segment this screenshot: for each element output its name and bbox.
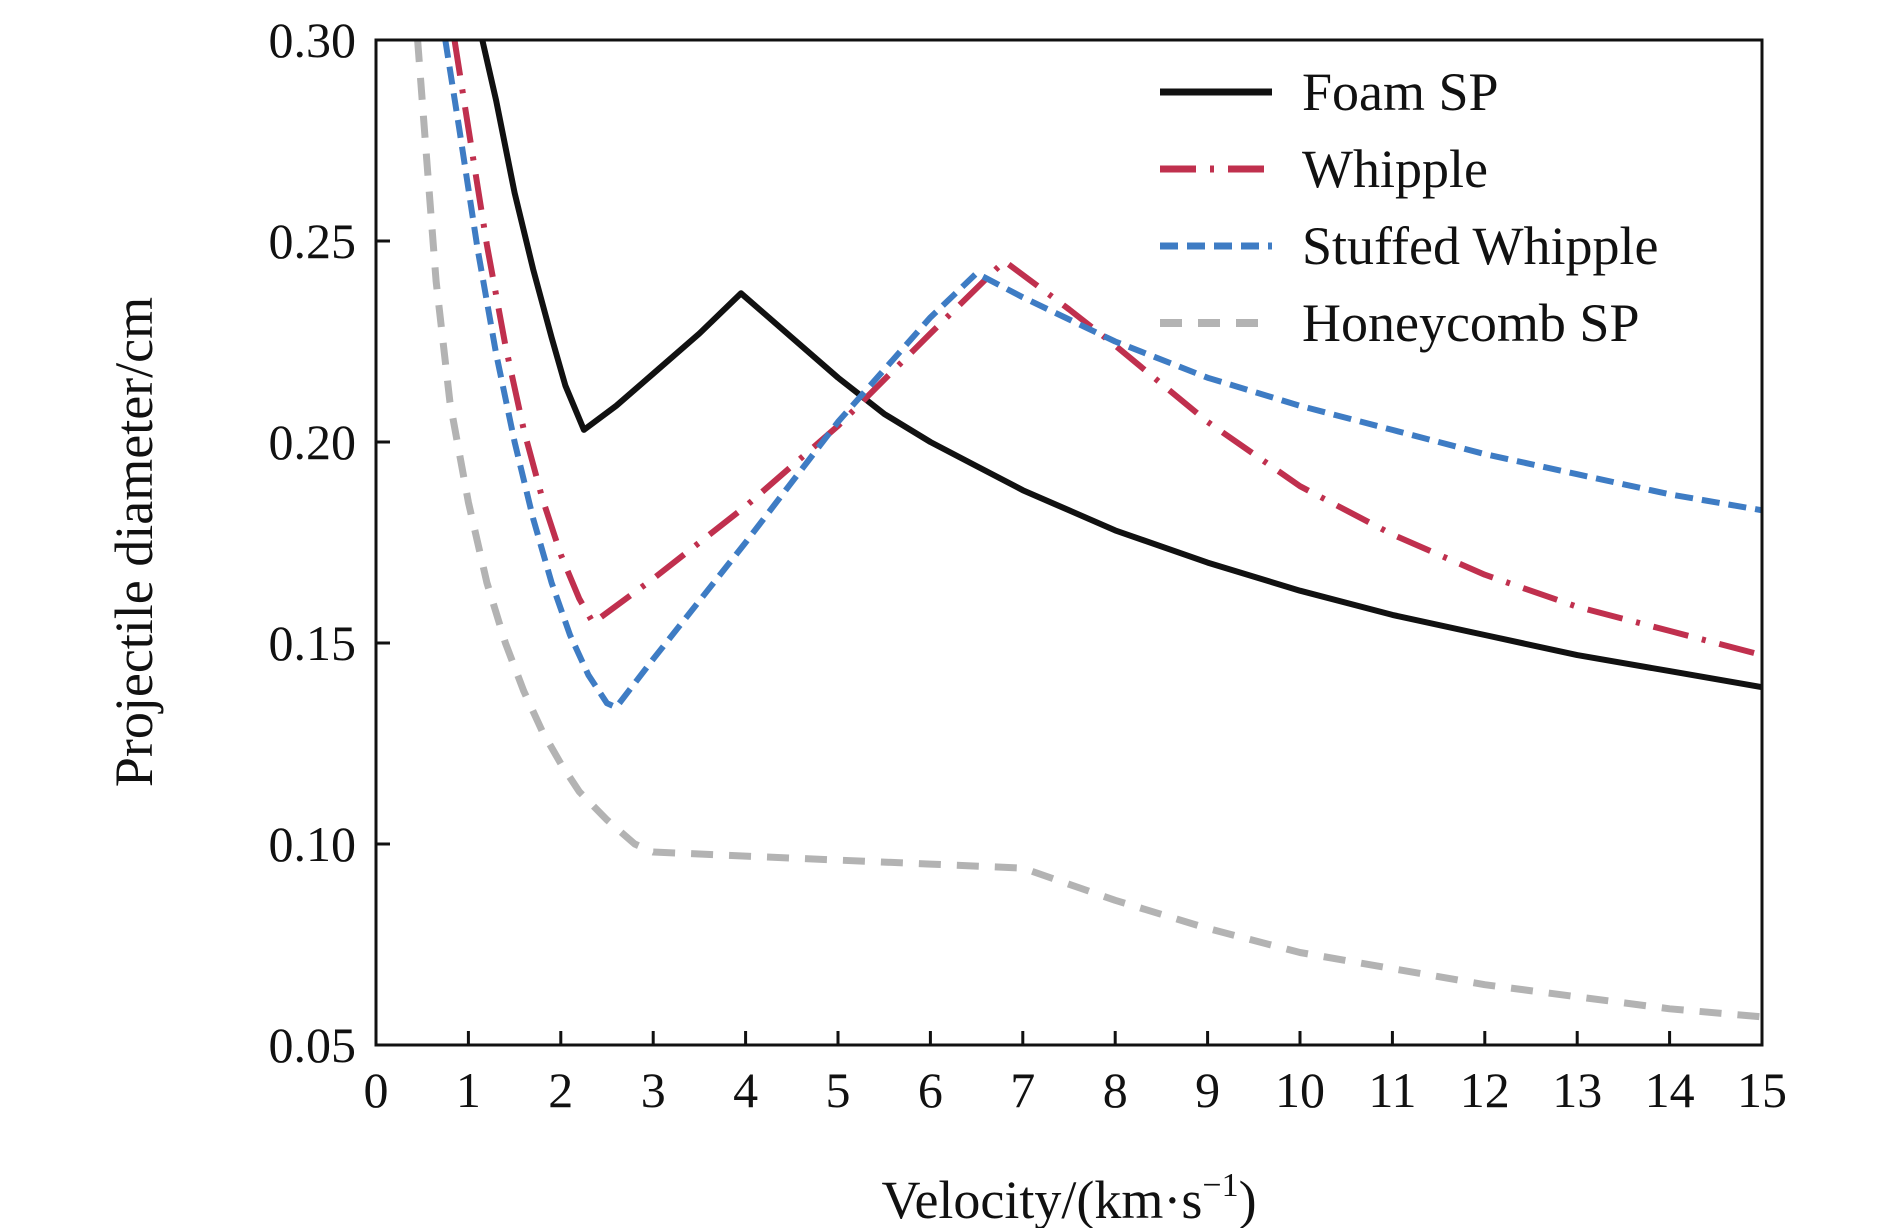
y-tick-label-0.25: 0.25 (269, 213, 357, 269)
series-line-honeycomb-sp (414, 40, 1762, 1021)
y-tick-label-0.15: 0.15 (269, 615, 357, 671)
y-tick-label-0.05: 0.05 (269, 1017, 357, 1073)
legend-label-foam-sp: Foam SP (1302, 62, 1499, 122)
x-tick-label-5: 5 (826, 1062, 851, 1118)
x-axis-title-main: Velocity/(km·s (881, 1170, 1202, 1228)
legend-label-honeycomb-sp: Honeycomb SP (1302, 293, 1640, 353)
y-tick-label-0.20: 0.20 (269, 414, 357, 470)
x-tick-label-6: 6 (918, 1062, 943, 1118)
x-tick-label-8: 8 (1103, 1062, 1128, 1118)
series-layer (414, 40, 1762, 1021)
plot-frame (374, 38, 1764, 1047)
x-tick-label-11: 11 (1368, 1062, 1416, 1118)
x-tick-label-2: 2 (548, 1062, 573, 1118)
legend-label-whipple: Whipple (1302, 139, 1488, 199)
series-line-stuffed-whipple (442, 40, 1762, 711)
x-tick-label-13: 13 (1552, 1062, 1602, 1118)
x-axis: 0 1 2 3 4 5 6 7 8 9 10 11 12 13 14 15 (364, 1031, 1787, 1118)
x-tick-label-15: 15 (1737, 1062, 1787, 1118)
x-tick-label-12: 12 (1460, 1062, 1510, 1118)
x-tick-label-9: 9 (1195, 1062, 1220, 1118)
y-axis: 0.05 0.10 0.15 0.20 0.25 0.30 (269, 12, 390, 1073)
x-axis-title-close: ) (1239, 1170, 1257, 1228)
x-tick-label-10: 10 (1275, 1062, 1325, 1118)
x-tick-label-4: 4 (733, 1062, 758, 1118)
x-tick-label-3: 3 (641, 1062, 666, 1118)
y-tick-label-0.10: 0.10 (269, 816, 357, 872)
legend: Foam SP Whipple Stuffed Whipple Honeycomb S… (1160, 62, 1658, 353)
legend-label-stuffed-whipple: Stuffed Whipple (1302, 216, 1658, 276)
x-tick-label-0: 0 (364, 1062, 389, 1118)
x-axis-title-superscript: −1 (1202, 1167, 1238, 1204)
series-line-foam-sp (479, 40, 1762, 691)
x-tick-label-1: 1 (456, 1062, 481, 1118)
x-axis-title: Velocity/(km·s−1) (881, 1167, 1256, 1228)
x-tick-label-14: 14 (1645, 1062, 1695, 1118)
y-tick-label-0.30: 0.30 (269, 12, 357, 68)
y-axis-title: Projectile diameter/cm (104, 297, 164, 787)
x-tick-label-7: 7 (1010, 1062, 1035, 1118)
